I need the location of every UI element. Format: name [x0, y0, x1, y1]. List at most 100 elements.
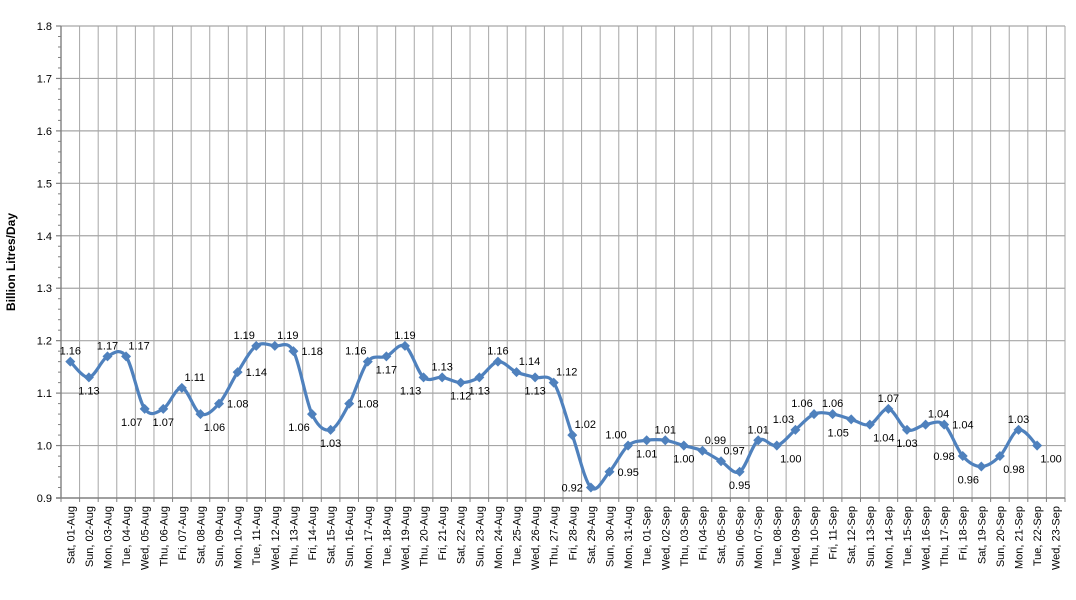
data-point [288, 346, 299, 357]
data-point [251, 340, 262, 351]
x-tick-label: Sun, 13-Sep [865, 506, 877, 567]
y-tick-label: 1.2 [37, 336, 52, 348]
data-point [325, 424, 336, 435]
y-tick-label: 0.9 [37, 493, 52, 505]
y-tick-label: 1.7 [37, 73, 52, 85]
data-point [567, 430, 578, 441]
x-tick-label: Mon, 03-Aug [102, 506, 114, 569]
data-labels: 1.161.131.17 1.171.07 1.071.111.061.081.14… [60, 330, 1062, 495]
data-point-label: 1.04 [873, 433, 894, 445]
data-point-label: 1.18 [301, 346, 322, 358]
data-point-label: 1.13 [400, 385, 421, 397]
x-tick-label: Sat, 08-Aug [195, 506, 207, 564]
data-point [753, 435, 764, 446]
data-point-label: 1.06 [204, 422, 225, 434]
data-point [158, 403, 169, 414]
data-point-label: 1.17 [376, 364, 397, 376]
y-tick-label: 1.1 [37, 388, 52, 400]
x-tick-label: Wed, 26-Aug [530, 506, 542, 570]
data-point [362, 356, 373, 367]
data-point [808, 409, 820, 420]
data-point-label: 1.01 [655, 424, 676, 436]
data-point [437, 372, 448, 383]
data-point [455, 377, 466, 388]
x-tick-label: Tue, 11-Aug [251, 506, 263, 565]
data-point [176, 382, 187, 393]
data-point [771, 440, 782, 451]
x-tick-label: Sat, 29-Aug [586, 506, 598, 564]
data-point-label: 1.02 [575, 419, 596, 431]
data-point-label: 1.13 [78, 385, 99, 397]
data-point-label: 1.01 [636, 448, 657, 460]
data-point-label: 0.96 [958, 475, 979, 487]
x-tick-label: Sat, 15-Aug [326, 506, 338, 564]
data-point-label: 0.92 [561, 483, 582, 495]
x-tick-label: Fri, 07-Aug [177, 506, 189, 560]
data-point [269, 340, 280, 351]
data-point [492, 356, 503, 367]
data-point-label: 0.99 [705, 435, 726, 447]
x-tick-label: Mon, 10-Aug [233, 506, 245, 569]
data-point-label: 1.14 [246, 367, 267, 379]
x-tick-label: Tue, 18-Aug [381, 506, 393, 566]
data-point-label: 1.17 [128, 340, 149, 352]
data-point-label: 1.19 [234, 330, 255, 342]
data-point-label: 1.13 [431, 361, 452, 373]
data-point [883, 403, 894, 414]
y-tick-label: 1.0 [37, 441, 52, 453]
data-point [418, 372, 429, 383]
x-tick-label: Thu, 10-Sep [809, 506, 821, 567]
x-tick-label: Sat, 01-Aug [65, 506, 77, 564]
data-point-label: 0.97 [723, 445, 744, 457]
data-point [994, 451, 1005, 462]
data-point-label: 1.16 [60, 346, 81, 358]
data-point [604, 466, 615, 477]
y-tick-label: 1.4 [37, 231, 52, 243]
data-point-label: 1.13 [524, 385, 545, 397]
data-point [1032, 440, 1043, 451]
y-tick-label: 1.5 [37, 178, 52, 190]
data-point-label: 1.16 [487, 346, 508, 358]
y-tick-label: 1.8 [37, 21, 52, 33]
data-point [399, 340, 410, 351]
data-point [530, 372, 541, 383]
data-point-label: 1.12 [450, 391, 471, 403]
x-tick-label: Fri, 18-Sep [958, 506, 970, 560]
data-point-label: 1.07 [878, 393, 899, 405]
x-tick-label: Fri, 11-Sep [828, 506, 840, 560]
data-point-label: 1.17 [97, 340, 118, 352]
x-tick-label: Wed, 05-Aug [140, 506, 152, 570]
x-tick-label: Tue, 15-Sep [902, 506, 914, 566]
data-point-label: 1.08 [357, 399, 378, 411]
data-point-label: 1.06 [791, 398, 812, 410]
data-point [585, 482, 596, 493]
data-point [697, 445, 708, 456]
data-point [214, 398, 225, 409]
axis-ticks [56, 25, 1066, 502]
series-line [68, 342, 1039, 491]
data-point [734, 466, 745, 477]
y-tick-label: 1.6 [37, 126, 52, 138]
data-point [65, 356, 76, 367]
data-point-label: 1.00 [673, 454, 694, 466]
x-tick-label: Tue, 04-Aug [121, 506, 133, 566]
data-point-label: 1.05 [827, 427, 848, 439]
x-tick-label: Sat, 12-Sep [846, 506, 858, 564]
x-tick-label: Thu, 06-Aug [158, 506, 170, 567]
x-tick-label: Mon, 07-Sep [753, 506, 765, 569]
x-tick-label: Mon, 21-Sep [1014, 506, 1026, 569]
data-point-label: 1.03 [896, 438, 917, 450]
data-point [939, 419, 950, 430]
data-point-label: 1.07 [153, 417, 174, 429]
x-tick-label: Sun, 06-Sep [735, 506, 747, 567]
x-tick-label: Fri, 04-Sep [697, 506, 709, 560]
data-point-label: 0.95 [617, 467, 638, 479]
x-tick-label: Thu, 20-Aug [419, 506, 431, 567]
data-point-label: 0.95 [729, 480, 750, 492]
data-point [381, 351, 392, 362]
data-point-label: 1.01 [748, 424, 769, 436]
data-point [344, 398, 355, 409]
x-tick-label: Wed, 23-Sep [1051, 506, 1063, 570]
x-tick-label: Sat, 22-Aug [456, 506, 468, 564]
x-tick-label: Tue, 08-Sep [772, 506, 784, 566]
